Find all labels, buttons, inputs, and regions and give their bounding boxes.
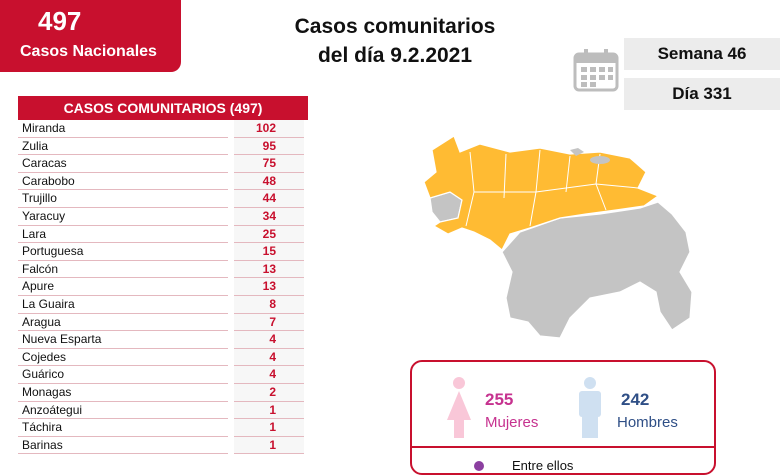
female-label: Mujeres [485,414,539,431]
state-name: Barinas [18,437,228,455]
state-case-count: 1 [234,419,304,437]
state-case-count: 7 [234,313,304,332]
day-label: Día 331 [624,78,780,110]
venezuela-map [423,135,693,339]
state-name: Caracas [18,155,228,173]
state-name: Nueva Esparta [18,331,228,349]
table-header: CASOS COMUNITARIOS (497) [18,96,308,120]
table-row: Lara 25 [18,225,308,244]
state-name: Yaracuy [18,208,228,226]
state-case-count: 1 [234,401,304,420]
national-cases-label: Casos Nacionales [20,43,157,60]
table-row: La Guaira 8 [18,295,308,314]
table-row: Falcón 13 [18,260,308,279]
table-row: Anzoátegui 1 [18,401,308,420]
male-label: Hombres [617,414,678,431]
state-case-count: 1 [234,436,304,455]
state-case-count: 2 [234,383,304,402]
state-case-count: 75 [234,155,304,173]
table-row: Apure 13 [18,278,308,296]
national-cases-count: 497 [38,6,82,36]
table-row: Caracas 75 [18,155,308,173]
page-title: Casos comunitarios del día 9.2.2021 [270,12,520,70]
state-case-count: 4 [234,331,304,349]
state-name: Falcón [18,261,228,279]
state-name: Monagas [18,384,228,402]
table-row: Miranda 102 [18,120,308,138]
state-case-count: 25 [234,225,304,244]
state-name: Portuguesa [18,243,228,261]
state-case-count: 8 [234,295,304,314]
table-row: Carabobo 48 [18,172,308,191]
table-row: Monagas 2 [18,383,308,402]
state-name: Cojedes [18,349,228,367]
footer-text: Entre ellos [512,458,574,473]
state-case-count: 4 [234,348,304,367]
female-icon [447,377,471,438]
table-row: Táchira 1 [18,419,308,437]
state-case-count: 15 [234,243,304,261]
female-count: 255 [485,390,514,409]
table-row: Yaracuy 34 [18,207,308,226]
state-case-count: 44 [234,190,304,208]
state-case-count: 13 [234,260,304,279]
male-count: 242 [621,390,650,409]
table-row: Guárico 4 [18,366,308,384]
state-name: Táchira [18,419,228,437]
state-name: Apure [18,278,228,296]
state-name: Anzoátegui [18,402,228,420]
state-name: Carabobo [18,173,228,191]
national-cases-box: 497 Casos Nacionales [0,0,181,72]
table-row: Zulia 95 [18,137,308,156]
state-case-count: 102 [234,120,304,138]
week-label: Semana 46 [624,38,780,70]
state-case-count: 4 [234,366,304,384]
community-cases-table: CASOS COMUNITARIOS (497) Miranda 102 Zulia… [18,96,308,455]
table-row: Trujillo 44 [18,190,308,208]
gender-divider [412,446,714,448]
table-body: Miranda 102 Zulia 95 Caracas 75 Carabobo 48 Truj… [18,120,308,455]
state-name: Lara [18,226,228,244]
state-name: Zulia [18,138,228,156]
table-row: Nueva Esparta 4 [18,331,308,349]
table-row: Aragua 7 [18,313,308,332]
calendar-icon [573,49,619,92]
title-line-1: Casos comunitarios [294,15,496,38]
state-case-count: 48 [234,172,304,191]
state-case-count: 13 [234,278,304,296]
state-name: Trujillo [18,190,228,208]
male-icon [579,377,601,438]
state-name: Guárico [18,366,228,384]
table-row: Cojedes 4 [18,348,308,367]
state-name: Miranda [18,120,228,138]
table-row: Barinas 1 [18,436,308,455]
bullet-dot [474,461,484,471]
state-case-count: 95 [234,137,304,156]
gender-breakdown-box: 255 Mujeres 242 Hombres Entre ellos [410,360,716,475]
state-name: Aragua [18,314,228,332]
title-line-2: del día 9.2.2021 [317,44,473,67]
state-case-count: 34 [234,207,304,226]
state-name: La Guaira [18,296,228,314]
table-row: Portuguesa 15 [18,243,308,261]
